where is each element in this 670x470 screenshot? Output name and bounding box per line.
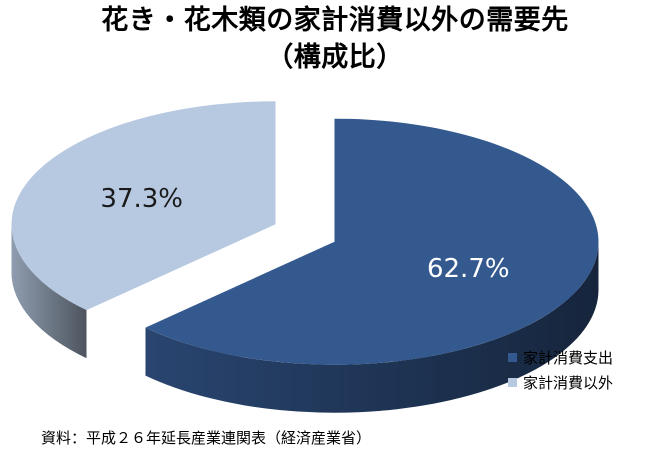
chart-legend: 家計消費支出 家計消費以外 xyxy=(508,345,668,395)
chart-title: 花き・花木類の家計消費以外の需要先 （構成比） xyxy=(0,2,670,76)
pie-slice-top xyxy=(145,118,599,365)
legend-swatch-non-household xyxy=(508,378,517,387)
chart-title-line-1: 花き・花木類の家計消費以外の需要先 xyxy=(101,5,569,36)
pie-slice-household: 62.7% xyxy=(145,118,599,413)
legend-item-non-household: 家計消費以外 xyxy=(508,370,668,395)
data-label-household: 62.7% xyxy=(427,254,510,284)
source-note: 資料：平成２６年延長産業連関表（経済産業省） xyxy=(41,429,372,447)
legend-label-household: 家計消費支出 xyxy=(523,349,614,367)
legend-swatch-household xyxy=(508,353,517,362)
chart-title-line-2: （構成比） xyxy=(266,42,404,73)
pie-slice-side xyxy=(145,241,599,413)
pie-slice-non-household: 37.3% xyxy=(11,101,276,359)
data-label-non-household: 37.3% xyxy=(100,184,183,214)
legend-label-non-household: 家計消費以外 xyxy=(523,374,614,392)
pie-slice-top xyxy=(11,101,276,311)
legend-item-household: 家計消費支出 xyxy=(508,345,668,370)
pie-slice-side xyxy=(11,224,87,359)
